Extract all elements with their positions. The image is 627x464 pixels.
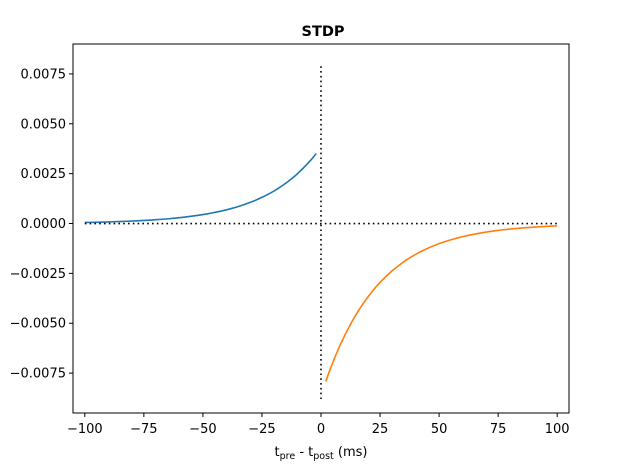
x-tick-label: 0 (317, 422, 325, 437)
x-tick-label: −25 (248, 422, 275, 437)
y-tick-label: 0.0025 (21, 167, 67, 182)
x-axis-label-mid: - t (295, 445, 313, 460)
x-axis-label: tpre - tpost (ms) (275, 445, 368, 462)
x-axis-label-t: t (275, 445, 280, 460)
plot-area (84, 65, 558, 400)
x-tick-label: −50 (189, 422, 216, 437)
series-line-2 (324, 225, 558, 382)
chart-title: STDP (302, 24, 345, 40)
x-tick-label: −75 (130, 422, 157, 437)
axis-ticks: −100 −75 −50 −25 0 25 50 75 100 −0.0075 −0.0050 −0.… (10, 67, 570, 437)
x-tick-label: 25 (372, 422, 389, 437)
y-tick-label: 0.0075 (21, 67, 67, 82)
series-line-1 (84, 152, 317, 224)
x-tick-label: −100 (67, 422, 103, 437)
x-axis-label-sub-pre: pre (280, 451, 296, 462)
y-tick-label: −0.0050 (10, 317, 66, 332)
y-tick-label: −0.0025 (10, 267, 66, 282)
plot-frame (72, 43, 570, 414)
x-tick-label: 50 (431, 422, 448, 437)
y-tick-label: 0.0000 (21, 217, 67, 232)
x-tick-label: 100 (545, 422, 570, 437)
y-tick-label: 0.0050 (21, 117, 67, 132)
x-tick-label: 75 (490, 422, 507, 437)
x-axis-label-unit: (ms) (334, 445, 368, 460)
x-axis-label-sub-post: post (313, 451, 334, 462)
y-tick-label: −0.0075 (10, 367, 66, 382)
